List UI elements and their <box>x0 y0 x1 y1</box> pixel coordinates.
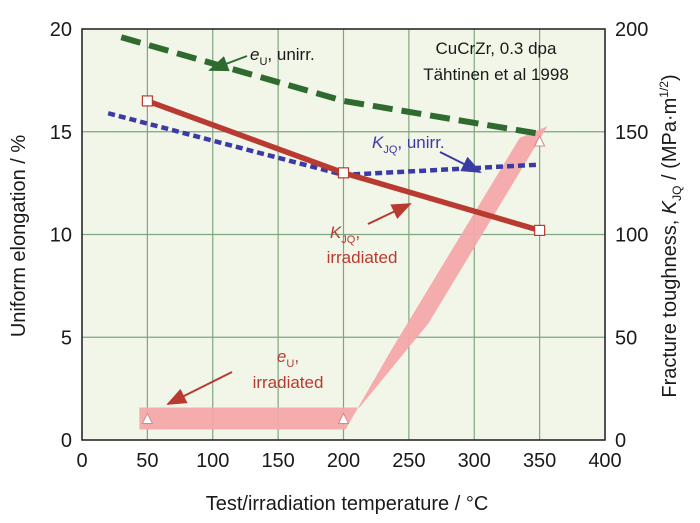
y-left-tick-label: 5 <box>61 327 72 349</box>
y-right-tick-label: 200 <box>615 19 648 41</box>
x-tick-label: 200 <box>327 450 360 472</box>
label-eu-unirr: eU, unirr. <box>250 45 315 68</box>
y-axis-left-title: Uniform elongation / % <box>8 135 30 338</box>
data-point <box>534 224 546 236</box>
x-tick-label: 150 <box>261 450 294 472</box>
y-right-tick-label: 50 <box>615 327 637 349</box>
source-annotation-line2: Tähtinen et al 1998 <box>423 65 569 84</box>
y-right-tick-label: 150 <box>615 122 648 144</box>
label-kjq-irr: KJQ, <box>330 223 360 246</box>
arrow-eu-unirr <box>208 55 248 72</box>
label-eu-irr: eU, <box>277 347 299 370</box>
data-point <box>337 167 350 179</box>
series-e-u-unirr <box>120 34 541 137</box>
arrow-kjq-irr <box>367 203 412 225</box>
arrow-eu-irr <box>166 371 233 405</box>
x-tick-label: 350 <box>523 450 556 472</box>
y-left-tick-label: 0 <box>61 430 72 452</box>
plot-frame <box>81 28 606 441</box>
x-tick-label: 300 <box>458 450 491 472</box>
series-k-jq-irradiated <box>141 95 546 236</box>
x-tick-label: 400 <box>588 450 621 472</box>
x-axis-title: Test/irradiation temperature / °C <box>206 493 489 515</box>
x-tick-label: 50 <box>136 450 158 472</box>
y-right-tick-label: 0 <box>615 430 626 452</box>
data-point <box>141 412 154 424</box>
y-right-tick-label: 100 <box>615 225 648 247</box>
x-tick-label: 250 <box>392 450 425 472</box>
y-axis-right-title: Fracture toughness, KJQ / (MPa·m1/2) <box>657 74 684 397</box>
x-tick-label: 0 <box>76 450 87 472</box>
y-left-tick-label: 10 <box>50 225 72 247</box>
source-annotation-line1: CuCrZr, 0.3 dpa <box>436 39 557 58</box>
series-line <box>120 34 541 137</box>
label-eu-irr-line2: irradiated <box>253 373 324 392</box>
series-e-u-irradiated <box>139 126 548 430</box>
data-point <box>533 134 546 147</box>
label-kjq-unirr: KJQ, unirr. <box>372 133 445 156</box>
tick-labels: 0 50 100 150 200 250 300 350 4000510152005010015… <box>50 19 649 472</box>
data-point <box>141 95 153 107</box>
data-point <box>337 412 350 424</box>
arrow-kjq-unirr <box>439 151 482 173</box>
y-left-tick-label: 20 <box>50 19 72 41</box>
label-kjq-irr-line2: irradiated <box>327 248 398 267</box>
x-tick-label: 100 <box>196 450 229 472</box>
y-left-tick-label: 15 <box>50 122 72 144</box>
